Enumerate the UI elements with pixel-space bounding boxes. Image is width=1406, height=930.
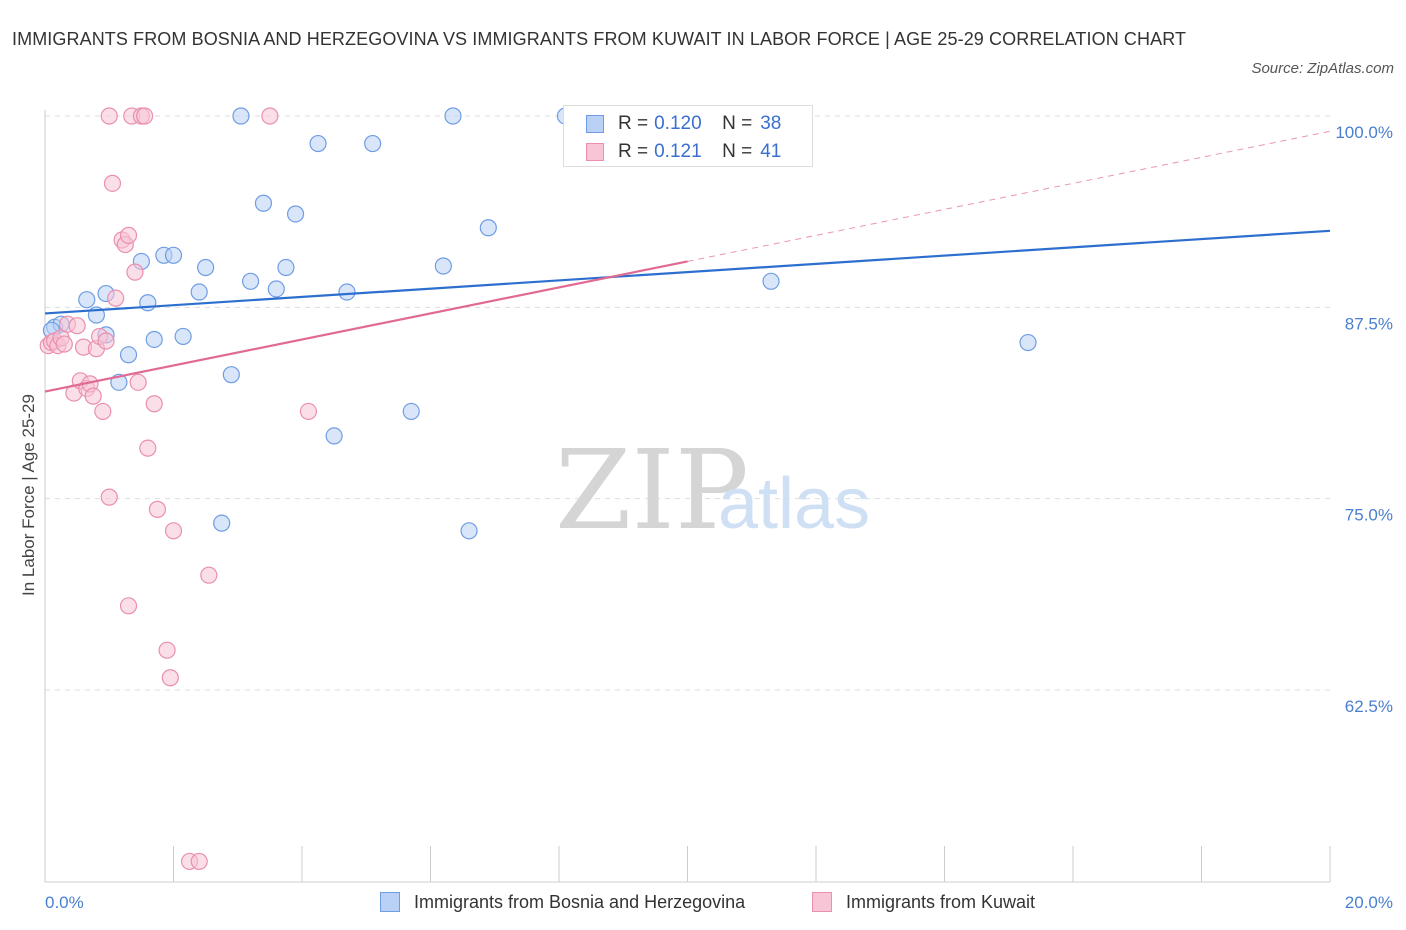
trend-lines [44,130,1331,393]
bosnia-point [242,272,260,290]
kuwait-point [164,522,183,540]
watermark-zip: ZIP [555,426,749,554]
x-tick-label: 0.0% [45,893,84,912]
bosnia-point [277,258,295,277]
series-kuwait-points [39,107,318,871]
legend-n-label: N = [722,113,753,134]
kuwait-point [158,641,176,659]
axes [44,110,1331,883]
legend-swatch-blue [586,115,604,133]
bosnia-point [434,257,452,275]
bosnia-point [338,283,356,301]
kuwait-point [68,317,86,335]
bosnia-point [139,294,157,312]
legend-item-kuwait[interactable]: Immigrants from Kuwait [812,888,1035,916]
legend-swatch-pink [586,143,604,161]
bosnia-point [213,514,231,532]
y-axis-title: In Labor Force | Age 25-29 [19,394,38,596]
kuwait-point [55,335,73,353]
legend-swatch-blue [380,892,400,912]
kuwait-point [100,488,118,506]
legend-n-value: 41 [760,141,782,162]
legend-n-value: 38 [760,113,782,134]
kuwait-point [103,174,122,192]
chart-title: IMMIGRANTS FROM BOSNIA AND HERZEGOVINA V… [12,29,1187,49]
kuwait-point [119,226,138,244]
series-bosnia-points [42,107,1037,540]
y-tick-label: 87.5% [1345,314,1393,333]
bosnia-point [460,522,478,540]
bosnia-point [286,205,305,223]
y-tick-label: 75.0% [1345,506,1393,525]
legend-label-kuwait: Immigrants from Kuwait [846,891,1036,912]
legend-row-bosnia: R = 0.120 N = 38 [586,112,781,136]
kuwait-point [161,669,179,687]
bosnia-point [309,134,327,153]
kuwait-point [148,500,167,518]
bosnia-point [364,134,382,153]
kuwait-point [126,263,144,281]
kuwait-point [299,402,318,421]
kuwait-point [107,289,125,307]
bosnia-point [78,291,96,309]
bosnia-point [197,258,215,277]
series-legend: Immigrants from Bosnia and Herzegovina I… [0,888,1406,916]
source-label: Source: ZipAtlas.com [1251,60,1394,77]
kuwait-point [129,373,147,391]
legend-n-label: N = [722,141,753,162]
bosnia-point [190,283,208,301]
kuwait-point [145,395,163,413]
kuwait-point [119,597,138,615]
y-tick-label: 100.0% [1335,123,1393,142]
legend-r-value: 0.120 [654,113,702,134]
kuwait-point [135,107,154,125]
bosnia-point [174,327,192,346]
kuwait-point [97,332,115,350]
legend-swatch-pink [812,892,832,912]
legend-r-label: R = [618,113,649,134]
y-tick-label: 62.5% [1345,697,1393,716]
x-tick-label: 20.0% [1345,893,1393,912]
legend-r-label: R = [618,141,649,162]
tick-labels: 100.0% 87.5% 75.0% 62.5% 0.0% 20.0% [45,123,1393,912]
kuwait-point [94,402,112,421]
stats-legend: R = 0.120 N = 38 R = 0.121 N = 41 [563,105,813,167]
kuwait-point [139,439,157,457]
bosnia-trend-line [44,229,1331,315]
bosnia-point [145,330,163,349]
bosnia-point [479,219,497,237]
watermark: ZIP atlas [555,426,870,554]
bosnia-point [762,272,780,290]
kuwait-point [84,387,102,405]
legend-row-kuwait: R = 0.121 N = 41 [586,140,781,164]
kuwait-point [190,852,208,871]
bosnia-point [164,246,183,264]
bosnia-point [1019,333,1037,352]
watermark-atlas: atlas [718,464,870,544]
kuwait-point [261,107,279,125]
grid-lines [45,115,1330,691]
bosnia-point [325,427,343,445]
bosnia-point [444,107,462,125]
kuwait-point [200,566,218,584]
bosnia-point [254,194,273,212]
bosnia-point [267,280,285,298]
bosnia-point [222,366,240,384]
bosnia-point [402,402,420,421]
legend-label-bosnia: Immigrants from Bosnia and Herzegovina [414,891,746,912]
kuwait-point [100,107,118,125]
kuwait-trend-line [44,260,688,393]
legend-item-bosnia[interactable]: Immigrants from Bosnia and Herzegovina [380,888,745,916]
bosnia-point [232,107,250,125]
legend-r-value: 0.121 [654,141,702,162]
bosnia-point [119,346,138,364]
